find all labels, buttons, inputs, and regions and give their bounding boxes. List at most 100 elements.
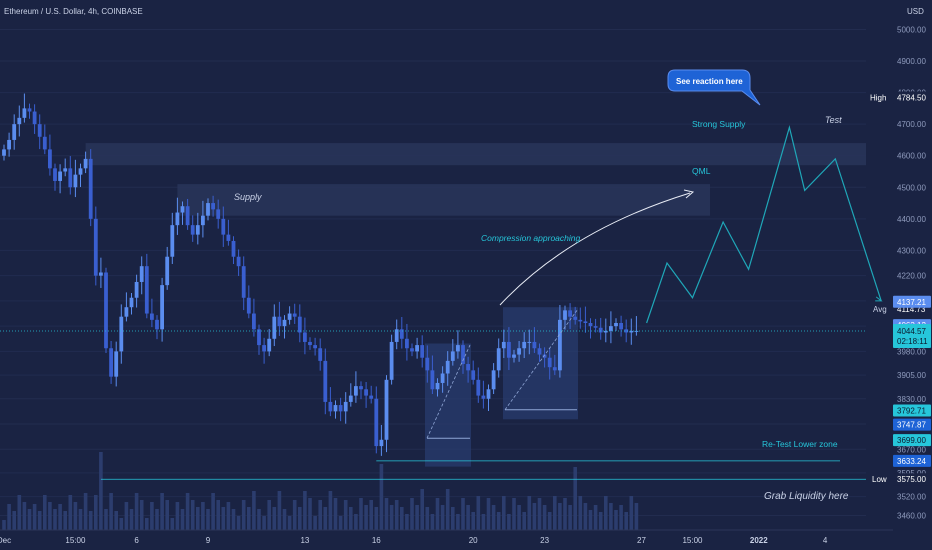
supply-zone	[177, 184, 710, 216]
volume-bar	[522, 512, 526, 530]
supply-annotation: Supply	[234, 192, 262, 202]
volume-bar	[583, 503, 588, 530]
price-tick-label: 4500.00	[897, 183, 926, 192]
avg-price-tag: 4114.73	[897, 305, 926, 314]
candle-body	[73, 174, 78, 188]
volume-bar	[2, 520, 6, 530]
candle-body	[568, 310, 572, 317]
candle-body	[93, 218, 98, 276]
price-tick-label: 4400.00	[897, 215, 926, 224]
candle-body	[629, 330, 634, 333]
volume-bar	[420, 489, 424, 530]
volume-bar	[547, 512, 552, 530]
volume-bar	[313, 516, 317, 530]
candle-body	[573, 316, 578, 320]
candle-body	[588, 323, 593, 327]
volume-bar	[604, 496, 608, 530]
candle-body	[17, 117, 22, 125]
volume-bar	[303, 491, 307, 530]
volume-bar	[216, 500, 220, 530]
volume-bar	[68, 495, 73, 530]
volume-bar	[206, 509, 210, 530]
price-axis[interactable]: 5000.004900.004800.004700.004600.004500.…	[870, 25, 931, 521]
candle-body	[583, 321, 588, 323]
candle-body	[221, 218, 226, 235]
volume-bar	[267, 500, 271, 530]
volume-bar	[471, 512, 475, 530]
volume-bar	[119, 518, 124, 530]
volume-bar	[73, 502, 78, 530]
volume-bar	[609, 503, 613, 530]
volume-bar	[374, 507, 379, 530]
volume-bar	[155, 509, 159, 530]
candle-body	[399, 329, 404, 339]
volume-bar	[578, 496, 583, 530]
volume-bar	[196, 507, 200, 530]
candle-body	[201, 215, 205, 226]
price-tag: 3699.00	[897, 436, 926, 445]
volume-bar	[282, 509, 287, 530]
volume-bar	[145, 518, 149, 530]
candle-body	[578, 319, 583, 322]
candle-body	[619, 323, 623, 330]
candle-body	[323, 360, 328, 402]
price-tick-label: 4600.00	[897, 152, 926, 161]
current-price-countdown: 02:18:11	[897, 337, 928, 346]
candle-body	[466, 364, 470, 371]
candle-body	[507, 341, 511, 358]
reaction-callout: See reaction here	[667, 69, 761, 106]
candle-body	[206, 203, 210, 216]
candle-body	[359, 386, 363, 390]
strong-supply-annotation: Strong Supply	[692, 119, 746, 129]
volume-bar	[496, 512, 501, 530]
volume-bar	[369, 500, 373, 530]
candle-body	[32, 111, 37, 125]
price-tag-bg	[893, 295, 931, 308]
candle-body	[134, 281, 139, 298]
price-tick-label: 3520.00	[897, 493, 926, 502]
volume-bar	[7, 504, 11, 530]
low-label: Low	[872, 475, 887, 484]
price-tag-bg	[893, 418, 931, 431]
candle-body	[211, 203, 215, 210]
volume-bar	[231, 509, 236, 530]
volume-bar	[241, 500, 246, 530]
volume-bar	[415, 505, 419, 530]
candle-body	[318, 348, 323, 361]
time-axis[interactable]: Dec 15:00 6 9 13 16 20 23 27 15:00 2022 4	[0, 529, 893, 545]
volume-bar	[308, 498, 312, 530]
candle-body	[481, 395, 486, 399]
qml-annotation: QML	[692, 166, 711, 176]
candle-body	[12, 124, 17, 140]
volume-bar	[32, 504, 37, 530]
candle-body	[450, 351, 455, 361]
time-tick-label: 6	[134, 536, 139, 545]
price-tag-bg	[893, 434, 931, 447]
volume-bar	[394, 500, 399, 530]
symbol-title: Ethereum / U.S. Dollar, 4h, COINBASE	[4, 7, 143, 16]
volume-bar	[114, 511, 118, 530]
volume-bar	[435, 498, 440, 530]
volume-bar	[410, 498, 414, 530]
volume-bar	[292, 500, 297, 530]
candle-body	[598, 327, 603, 333]
candle-body	[558, 319, 562, 371]
projection-arrowhead	[875, 296, 883, 302]
volume-bars	[2, 452, 639, 530]
volume-bar	[201, 502, 205, 530]
candle-body	[614, 323, 618, 327]
price-tick-label: 4220.00	[897, 272, 926, 281]
current-price-tag-bg	[893, 324, 931, 349]
price-tick-label: 3980.00	[897, 347, 926, 356]
volume-bar	[43, 495, 47, 530]
candle-body	[185, 206, 190, 226]
volume-bar	[170, 518, 175, 530]
candle-body	[313, 345, 317, 349]
time-tick-label: 16	[372, 536, 381, 545]
price-tag: 4137.21	[897, 298, 926, 307]
candle-body	[175, 212, 180, 226]
volume-bar	[343, 500, 348, 530]
volume-bar	[83, 493, 88, 530]
candle-body	[537, 348, 542, 355]
